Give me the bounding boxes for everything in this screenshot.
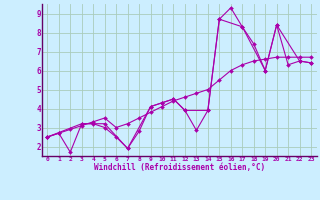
X-axis label: Windchill (Refroidissement éolien,°C): Windchill (Refroidissement éolien,°C)	[94, 163, 265, 172]
